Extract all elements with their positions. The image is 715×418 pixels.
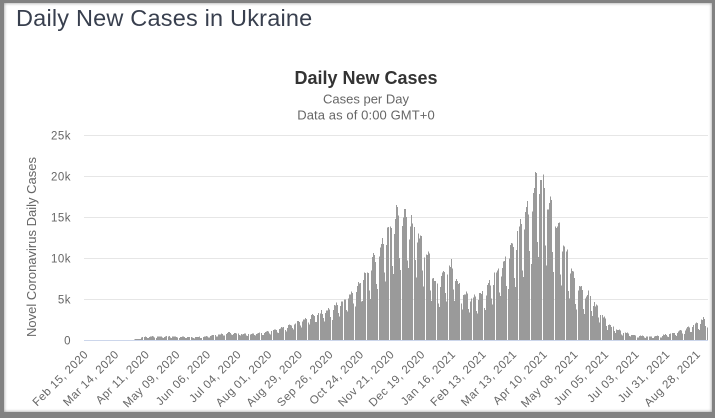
svg-text:Apr 10, 2021: Apr 10, 2021 — [491, 349, 550, 408]
svg-text:Apr 11, 2020: Apr 11, 2020 — [94, 349, 152, 407]
svg-text:10k: 10k — [51, 254, 71, 266]
svg-text:5k: 5k — [58, 295, 71, 307]
svg-text:Data as of 0:00 GMT+0: Data as of 0:00 GMT+0 — [297, 108, 435, 123]
svg-text:20k: 20k — [51, 172, 71, 184]
svg-text:Aug 28, 2021: Aug 28, 2021 — [643, 349, 704, 410]
svg-text:0: 0 — [64, 336, 71, 348]
svg-text:Novel Coronavirus Daily Cases: Novel Coronavirus Daily Cases — [24, 157, 39, 337]
svg-text:25k: 25k — [51, 131, 71, 143]
svg-text:Cases per Day: Cases per Day — [323, 92, 409, 107]
svg-text:15k: 15k — [51, 213, 71, 225]
svg-text:Oct 24, 2020: Oct 24, 2020 — [308, 349, 367, 408]
svg-text:Daily New Cases: Daily New Cases — [294, 68, 437, 88]
